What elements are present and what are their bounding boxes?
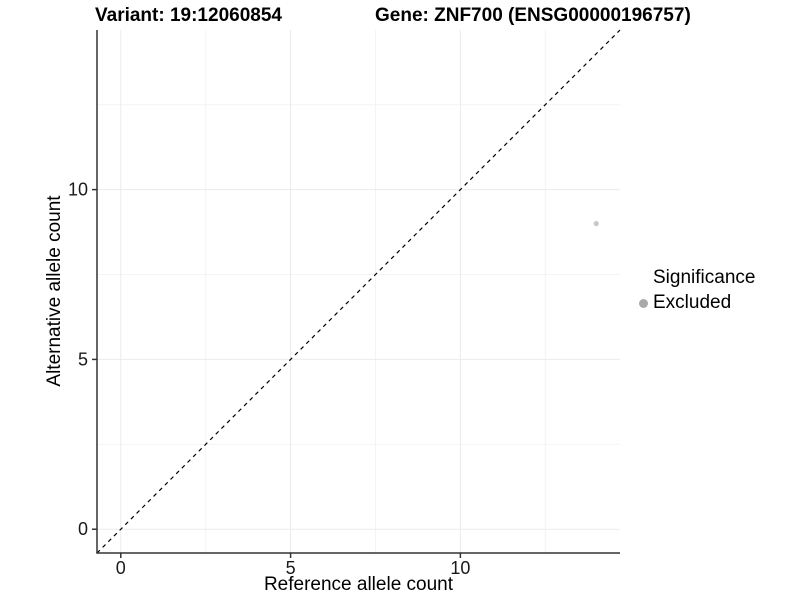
svg-text:0: 0 [116,558,126,578]
svg-text:10: 10 [68,180,88,200]
svg-text:0: 0 [78,519,88,539]
legend-item-excluded: Excluded [636,292,755,314]
legend-key-dot [639,298,648,308]
variant-title: Variant: 19:12060854 [95,5,282,26]
y-axis-title: Alternative allele count [44,195,65,387]
svg-text:10: 10 [450,558,470,578]
legend-title: Significance [653,267,756,288]
legend-item-label: Excluded [653,292,732,313]
svg-text:5: 5 [78,349,88,369]
x-axis-title: Reference allele count [263,574,454,595]
svg-text:5: 5 [286,558,296,578]
legend: Significance Excluded [636,267,755,314]
gene-title: Gene: ZNF700 (ENSG00000196757) [375,5,691,26]
